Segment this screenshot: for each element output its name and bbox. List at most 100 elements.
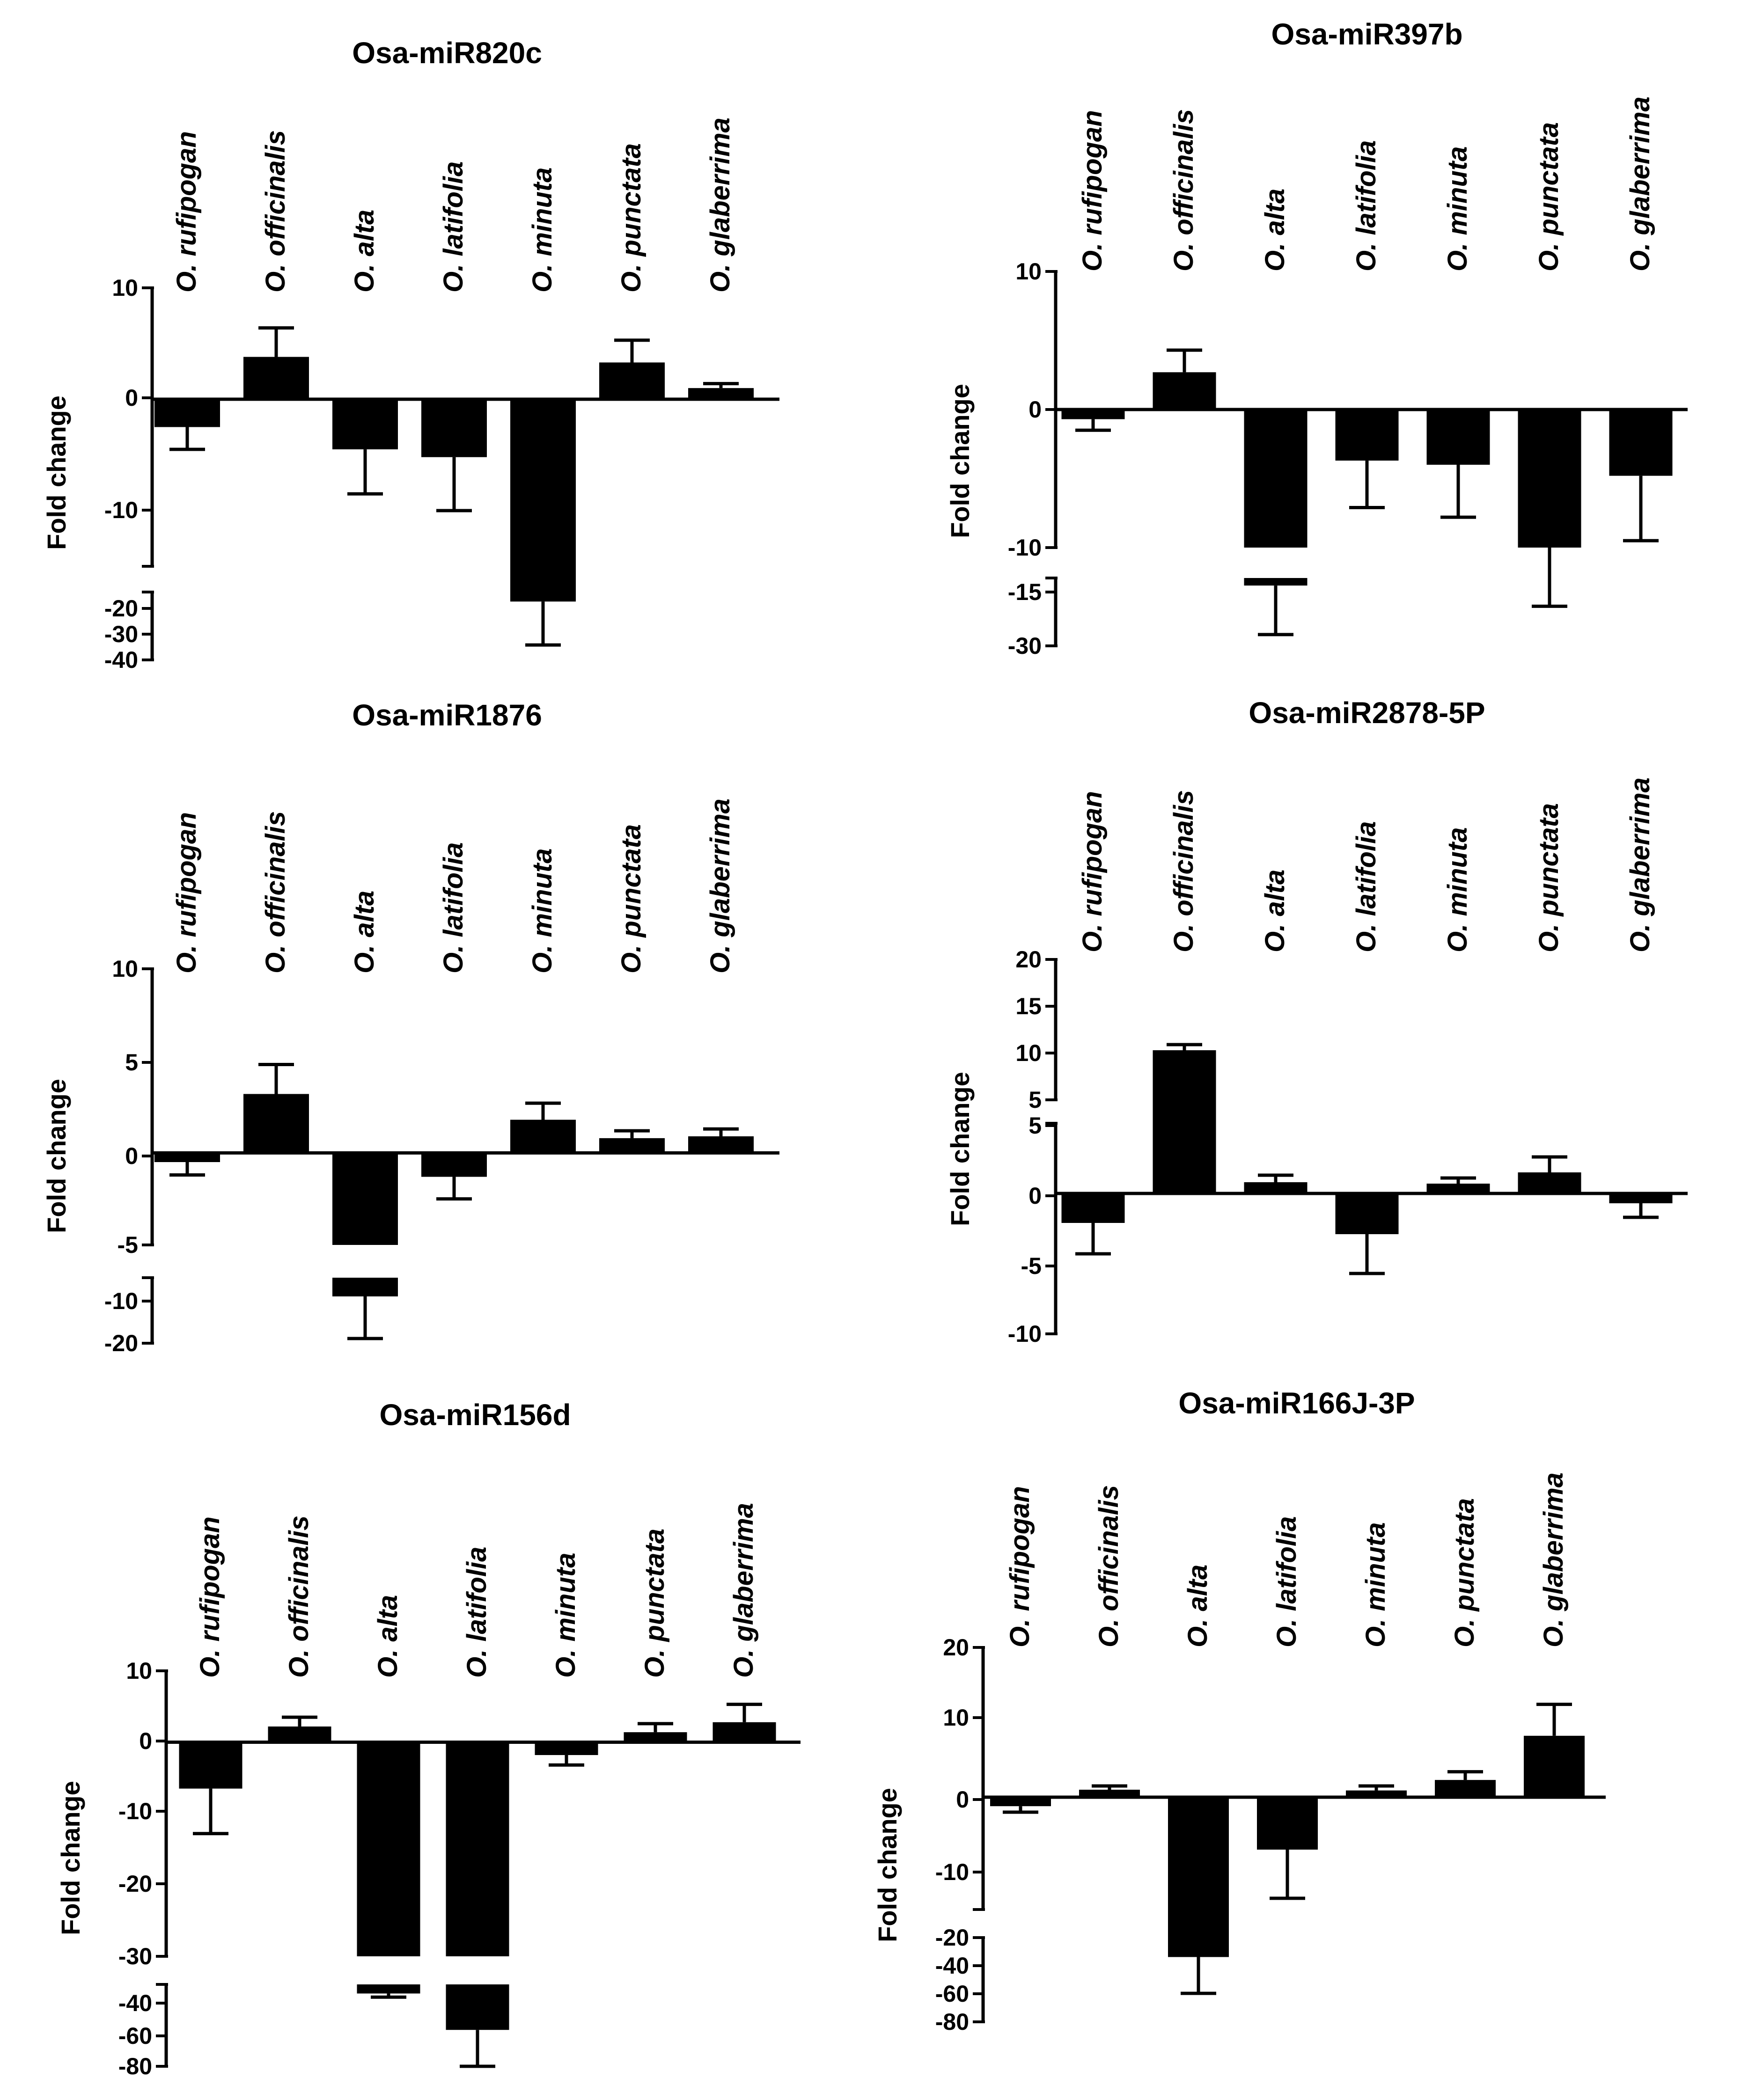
bar [1524, 1735, 1585, 1797]
category-label: O. rufipogan [171, 812, 202, 973]
y-tick-label: 0 [956, 1786, 969, 1813]
category-label: O. minuta [1442, 827, 1473, 952]
category-label: O. punctata [1534, 122, 1564, 271]
category-label: O. rufipogan [1077, 791, 1108, 952]
category-label: O. officinalis [1168, 790, 1199, 952]
y-tick-label: -20 [118, 1871, 152, 1897]
category-label: O. punctata [639, 1529, 670, 1678]
bar [446, 1984, 509, 2030]
bar [1153, 1050, 1216, 1123]
category-label: O. minuta [1360, 1522, 1391, 1647]
bar [1435, 1780, 1496, 1797]
category-label: O. punctata [616, 143, 646, 293]
y-tick-label: -10 [1008, 534, 1042, 561]
bar [1609, 1193, 1673, 1203]
bar [990, 1797, 1051, 1807]
bar [1518, 1172, 1581, 1193]
bar [357, 1742, 420, 1956]
bar [332, 1153, 398, 1245]
category-label: O. rufipogan [195, 1516, 225, 1678]
category-label: O. officinalis [1094, 1485, 1124, 1647]
y-tick-label: -15 [1008, 579, 1042, 605]
y-tick-label: -20 [935, 1924, 969, 1951]
bar [1346, 1790, 1407, 1797]
category-label: O. latifolia [1351, 821, 1381, 952]
chart-title: Osa-miR397b [1271, 17, 1462, 51]
bar [535, 1742, 598, 1755]
y-tick-label: -20 [104, 595, 138, 622]
y-tick-label: -30 [118, 1943, 152, 1969]
bar [357, 1984, 420, 1994]
bar [1061, 1193, 1125, 1223]
category-label: O. officinalis [1168, 109, 1199, 271]
chart-panel-4: Osa-miR2878-5P Fold change 20 15 10 55 0 -5 -10 O… [945, 696, 1688, 1347]
y-tick-label: -5 [1021, 1253, 1042, 1279]
category-label: O. minuta [551, 1553, 581, 1678]
bar [1079, 1790, 1140, 1797]
bar [268, 1726, 331, 1742]
y-tick-label: 5 [1028, 1087, 1042, 1113]
category-label: O. alta [349, 891, 380, 973]
bar [1257, 1797, 1318, 1850]
category-label: O. alta [373, 1595, 403, 1678]
category-label: O. alta [1260, 870, 1290, 952]
bar [713, 1722, 776, 1742]
category-label: O. alta [1260, 189, 1290, 271]
bar [599, 362, 665, 399]
y-tick-label: -30 [104, 621, 138, 647]
chart-panel-3: Osa-miR1876 Fold change 10 5 0 -5 -10 -20 O. ruf… [42, 698, 779, 1356]
bar [510, 1120, 576, 1153]
category-label: O. officinalis [260, 811, 291, 973]
bar [1426, 1184, 1490, 1193]
y-tick-label: 10 [943, 1705, 969, 1731]
category-label: O. punctata [616, 824, 646, 973]
y-tick-label: -40 [118, 1990, 152, 2016]
category-label: O. punctata [1449, 1498, 1480, 1647]
bar [421, 1153, 487, 1177]
chart-title: Osa-miR156d [379, 1398, 571, 1432]
category-label: O. officinalis [260, 130, 291, 293]
category-label: O. glaberrima [1625, 96, 1655, 271]
category-label: O. minuta [527, 168, 558, 293]
y-tick-label: -10 [104, 1288, 138, 1314]
y-tick-label: -10 [118, 1798, 152, 1824]
bar [1153, 372, 1216, 410]
bar [243, 1094, 309, 1153]
chart-panel-5: Osa-miR156d Fold change 10 0 -10 -20 -30 -40 -60… [56, 1398, 801, 2079]
y-tick-label: 0 [125, 385, 138, 411]
bar [446, 1742, 509, 1956]
category-label: O. glaberrima [728, 1503, 759, 1678]
y-axis-label: Fold change [56, 1781, 85, 1935]
category-label: O. alta [1183, 1565, 1213, 1647]
category-label: O. alta [349, 210, 380, 293]
bar [1061, 410, 1125, 419]
category-label: O. latifolia [438, 842, 469, 973]
category-label: O. glaberrima [705, 798, 735, 973]
bar [1244, 410, 1308, 548]
y-tick-label: -5 [118, 1232, 138, 1258]
chart-title: Osa-miR2878-5P [1249, 696, 1485, 730]
y-tick-label: -80 [118, 2053, 152, 2079]
category-label: O. glaberrima [705, 117, 735, 293]
y-axis-label: Fold change [42, 1079, 71, 1233]
y-tick-label: 5 [1028, 1112, 1042, 1139]
y-tick-label: -60 [935, 1981, 969, 2007]
bar [688, 1136, 754, 1153]
bar [1244, 1182, 1308, 1193]
bar [510, 566, 576, 602]
chart-panel-2: Osa-miR397b Fold change 10 0 -10 -15 -30 O. ruf… [945, 17, 1688, 659]
bar [510, 399, 576, 566]
category-label: O. rufipogan [1077, 110, 1108, 271]
category-label: O. glaberrima [1538, 1472, 1569, 1647]
y-tick-label: 20 [943, 1634, 969, 1661]
category-label: O. latifolia [1351, 140, 1381, 271]
y-tick-label: 10 [112, 275, 138, 301]
bar [1609, 410, 1673, 476]
y-tick-label: 0 [1028, 396, 1042, 423]
bar [421, 399, 487, 457]
y-axis-label: Fold change [945, 1072, 975, 1226]
bar [1168, 1797, 1229, 1910]
bar [332, 399, 398, 450]
